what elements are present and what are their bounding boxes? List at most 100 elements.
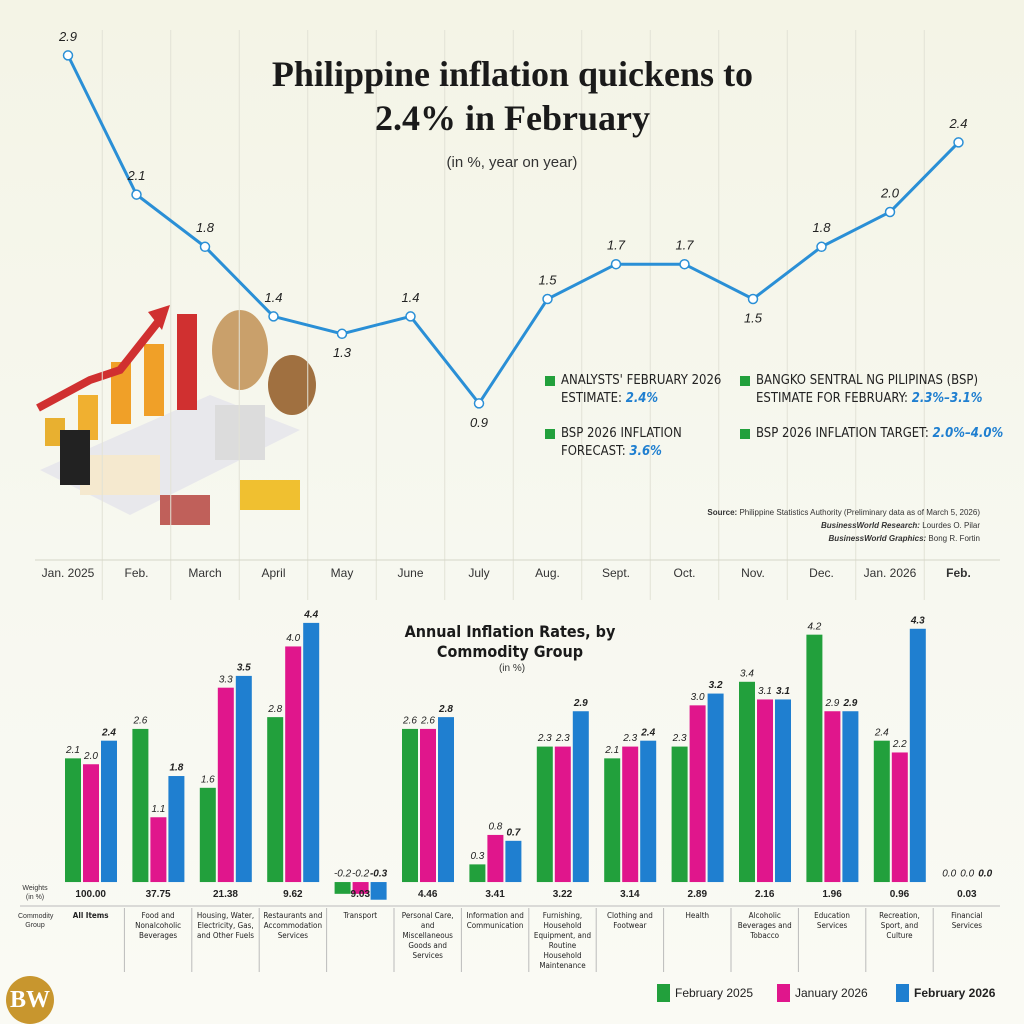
weight: 0.96 [889, 889, 910, 900]
x-tick-label: Feb. [946, 566, 971, 580]
bar [739, 681, 755, 883]
data-label: 2.4 [101, 727, 116, 738]
row-label: Weights (in %) [22, 885, 48, 901]
x-tick-label: Dec. [809, 566, 834, 580]
note: ANALYSTS' FEBRUARY 2026 ESTIMATE: 2.4% [545, 372, 736, 408]
data-label: 4.2 [807, 621, 821, 632]
data-label: 4.3 [910, 615, 925, 626]
weight: 3.14 [620, 889, 640, 900]
bar [640, 740, 657, 883]
weight: 3.22 [552, 889, 573, 900]
data-label: 4.4 [303, 610, 318, 621]
legend-label: January 2026 [795, 986, 868, 1000]
illustration [36, 305, 316, 525]
bar [909, 628, 926, 883]
credit-text: Philippine Statistics Authority (Prelimi… [739, 508, 980, 517]
weight: 3.41 [485, 889, 505, 900]
data-label: 3.4 [740, 668, 754, 679]
data-label: -0.2 [352, 869, 370, 880]
bar [420, 728, 436, 883]
bar [402, 728, 418, 883]
point [747, 293, 759, 305]
data-label: 2.1 [126, 168, 145, 183]
note-label: ANALYSTS' FEBRUARY 2026 ESTIMATE: [561, 373, 722, 406]
bar [891, 752, 908, 883]
bar [572, 711, 589, 883]
weight: 1.96 [822, 889, 842, 900]
data-label: 1.7 [675, 238, 694, 253]
point [199, 241, 211, 253]
data-label: 0.7 [506, 827, 520, 838]
bar [671, 746, 688, 883]
bar [217, 687, 234, 883]
note-value: 2.0%–4.0% [932, 426, 1004, 441]
data-label: 1.7 [607, 238, 626, 253]
data-label: 2.3 [555, 733, 570, 744]
data-label: 2.6 [402, 716, 417, 727]
x-tick-label: June [397, 566, 424, 580]
data-label: 0.0 [942, 869, 956, 880]
x-tick-label: Feb. [124, 566, 149, 580]
x-tick-label: April [261, 566, 286, 580]
data-label: 2.9 [58, 29, 77, 44]
bar [132, 728, 149, 883]
data-label: 2.4 [640, 727, 655, 738]
data-label: 2.6 [132, 716, 147, 727]
legend-swatch [657, 984, 670, 1002]
bar [352, 882, 369, 894]
bar [438, 717, 454, 883]
data-label: 3.0 [691, 692, 705, 703]
weight: 9.62 [283, 889, 303, 900]
note: BSP 2026 INFLATION TARGET: 2.0%–4.0% [740, 425, 1006, 443]
legend-swatch [896, 984, 909, 1002]
x-tick-label: Jan. 2025 [41, 566, 95, 580]
data-label: 2.1 [604, 745, 619, 756]
category-label: Alcoholic Beverages and Tobacco [737, 911, 792, 940]
credit: Source: Philippine Statistics Authority … [707, 508, 980, 517]
x-tick-label: Nov. [741, 566, 765, 580]
note-label: BSP 2026 INFLATION TARGET: [756, 426, 929, 441]
category-label: Financial Services [951, 911, 983, 930]
logo: BW [6, 976, 54, 1024]
point [610, 258, 622, 270]
chart-subtitle: (in %, year on year) [446, 154, 578, 171]
category-label: Clothing and Footwear [606, 911, 653, 930]
credit: BusinessWorld Graphics: Bong R. Fortin [829, 534, 980, 543]
note-marker [740, 376, 750, 386]
point [405, 311, 416, 322]
legend-label: February 2026 [914, 986, 996, 1000]
category-label: Information and Communication [466, 911, 524, 930]
data-label: 4.0 [286, 633, 300, 644]
bar [689, 705, 706, 883]
category-label: All Items [72, 911, 109, 920]
bar [487, 834, 504, 883]
data-label: 2.2 [892, 739, 907, 750]
data-label: 2.9 [824, 698, 839, 709]
category-label: Housing, Water, Electricity, Gas, and Ot… [196, 911, 255, 940]
x-tick-label: May [330, 566, 354, 580]
credit: BusinessWorld Research: Lourdes O. Pilar [821, 521, 980, 530]
data-label: 2.9 [573, 698, 588, 709]
bar [334, 882, 351, 894]
bar [303, 622, 320, 883]
data-label: 1.5 [744, 310, 763, 325]
data-label: -0.2 [334, 869, 352, 880]
x-tick-label: Sept. [601, 566, 631, 580]
legend-swatch [777, 984, 790, 1002]
credit-label: BusinessWorld Research: [820, 521, 920, 530]
data-label: 2.3 [672, 733, 687, 744]
bar [622, 746, 639, 883]
data-label: 1.8 [169, 763, 183, 774]
weight: 2.89 [687, 889, 708, 900]
data-label: 2.3 [622, 733, 637, 744]
x-tick-label: Jan. 2026 [863, 566, 917, 580]
credit-text: Bong R. Fortin [928, 534, 980, 543]
x-tick-label: March [188, 566, 222, 580]
category-label: Education Services [814, 911, 850, 930]
data-label: 3.5 [237, 663, 251, 674]
data-label: 1.3 [333, 345, 352, 360]
point [268, 311, 279, 322]
data-label: 0.0 [960, 869, 974, 880]
data-label: 1.4 [401, 290, 419, 305]
